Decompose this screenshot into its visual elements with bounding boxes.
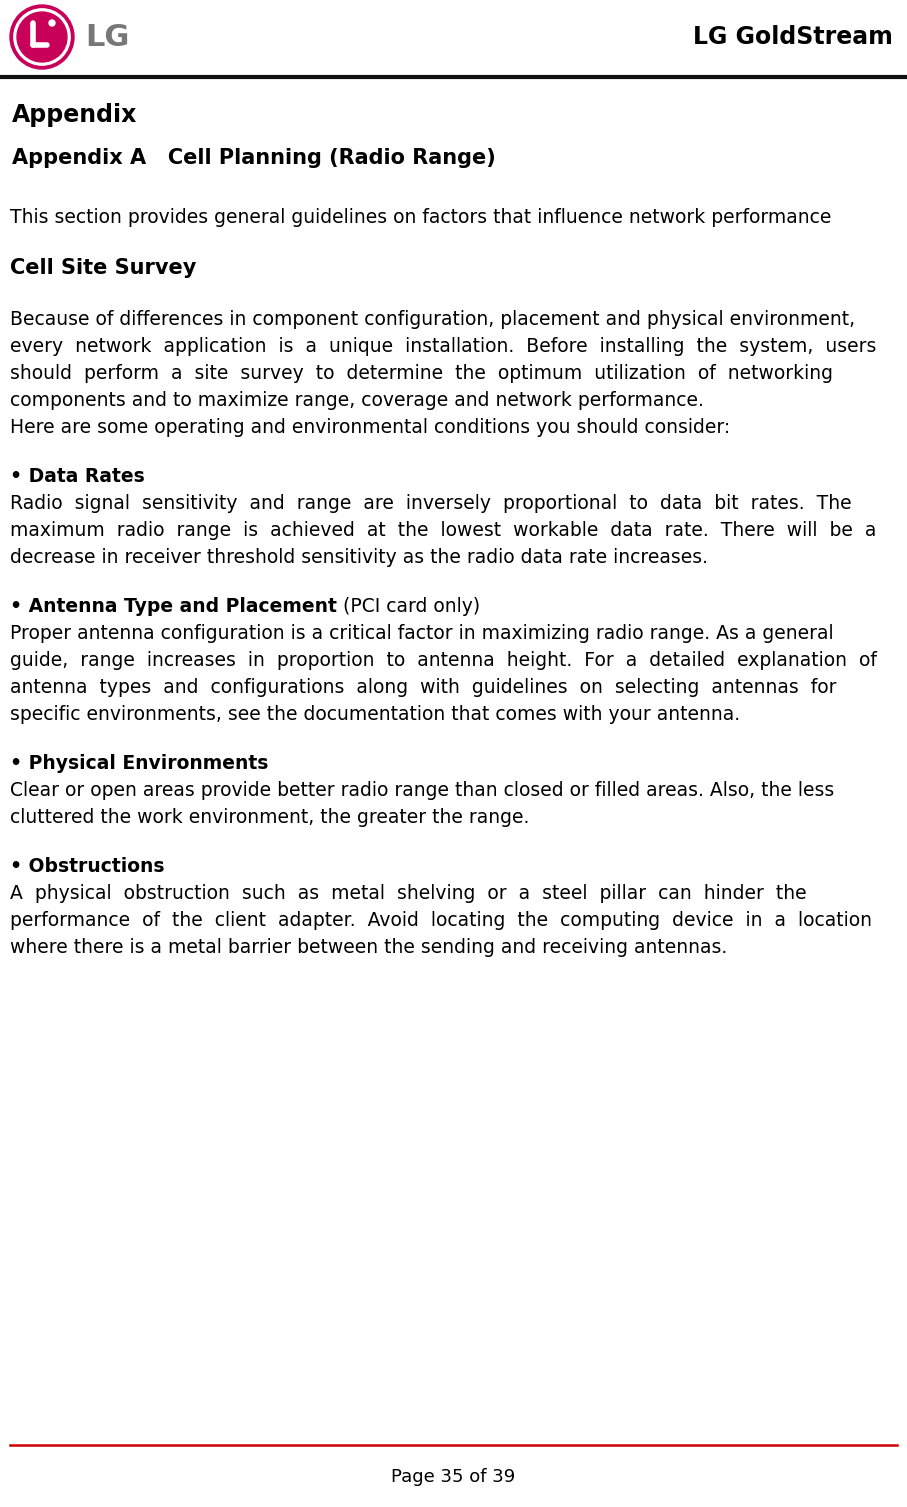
- Text: • Physical Environments: • Physical Environments: [10, 754, 268, 773]
- Text: guide,  range  increases  in  proportion  to  antenna  height.  For  a  detailed: guide, range increases in proportion to …: [10, 651, 877, 671]
- Text: should  perform  a  site  survey  to  determine  the  optimum  utilization  of  : should perform a site survey to determin…: [10, 365, 833, 383]
- Text: Clear or open areas provide better radio range than closed or filled areas. Also: Clear or open areas provide better radio…: [10, 781, 834, 800]
- Text: This section provides general guidelines on factors that influence network perfo: This section provides general guidelines…: [10, 208, 832, 228]
- Circle shape: [10, 5, 74, 69]
- Text: every  network  application  is  a  unique  installation.  Before  installing  t: every network application is a unique in…: [10, 338, 876, 356]
- Text: Here are some operating and environmental conditions you should consider:: Here are some operating and environmenta…: [10, 417, 730, 437]
- Text: decrease in receiver threshold sensitivity as the radio data rate increases.: decrease in receiver threshold sensitivi…: [10, 549, 708, 567]
- Circle shape: [17, 12, 67, 62]
- Text: Page 35 of 39: Page 35 of 39: [391, 1468, 515, 1486]
- Text: components and to maximize range, coverage and network performance.: components and to maximize range, covera…: [10, 390, 704, 410]
- Text: performance  of  the  client  adapter.  Avoid  locating  the  computing  device : performance of the client adapter. Avoid…: [10, 912, 872, 930]
- Text: LG GoldStream: LG GoldStream: [693, 26, 893, 50]
- Text: Radio  signal  sensitivity  and  range  are  inversely  proportional  to  data  : Radio signal sensitivity and range are i…: [10, 494, 852, 512]
- Text: Because of differences in component configuration, placement and physical enviro: Because of differences in component conf…: [10, 310, 855, 329]
- Circle shape: [49, 20, 55, 26]
- Text: • Data Rates: • Data Rates: [10, 467, 145, 485]
- Text: where there is a metal barrier between the sending and receiving antennas.: where there is a metal barrier between t…: [10, 937, 727, 957]
- Text: specific environments, see the documentation that comes with your antenna.: specific environments, see the documenta…: [10, 705, 740, 723]
- Circle shape: [14, 9, 70, 65]
- Text: Proper antenna configuration is a critical factor in maximizing radio range. As : Proper antenna configuration is a critic…: [10, 624, 834, 643]
- Text: Appendix A   Cell Planning (Radio Range): Appendix A Cell Planning (Radio Range): [12, 148, 496, 167]
- Text: Appendix: Appendix: [12, 102, 137, 127]
- Text: antenna  types  and  configurations  along  with  guidelines  on  selecting  ant: antenna types and configurations along w…: [10, 678, 836, 698]
- Text: LG: LG: [85, 23, 130, 51]
- Text: (PCI card only): (PCI card only): [336, 597, 480, 616]
- Text: • Obstructions: • Obstructions: [10, 857, 164, 876]
- Text: Cell Site Survey: Cell Site Survey: [10, 258, 197, 277]
- Text: • Antenna Type and Placement: • Antenna Type and Placement: [10, 597, 336, 616]
- Text: maximum  radio  range  is  achieved  at  the  lowest  workable  data  rate.  The: maximum radio range is achieved at the l…: [10, 521, 876, 540]
- Text: A  physical  obstruction  such  as  metal  shelving  or  a  steel  pillar  can  : A physical obstruction such as metal she…: [10, 885, 806, 903]
- Text: cluttered the work environment, the greater the range.: cluttered the work environment, the grea…: [10, 808, 530, 827]
